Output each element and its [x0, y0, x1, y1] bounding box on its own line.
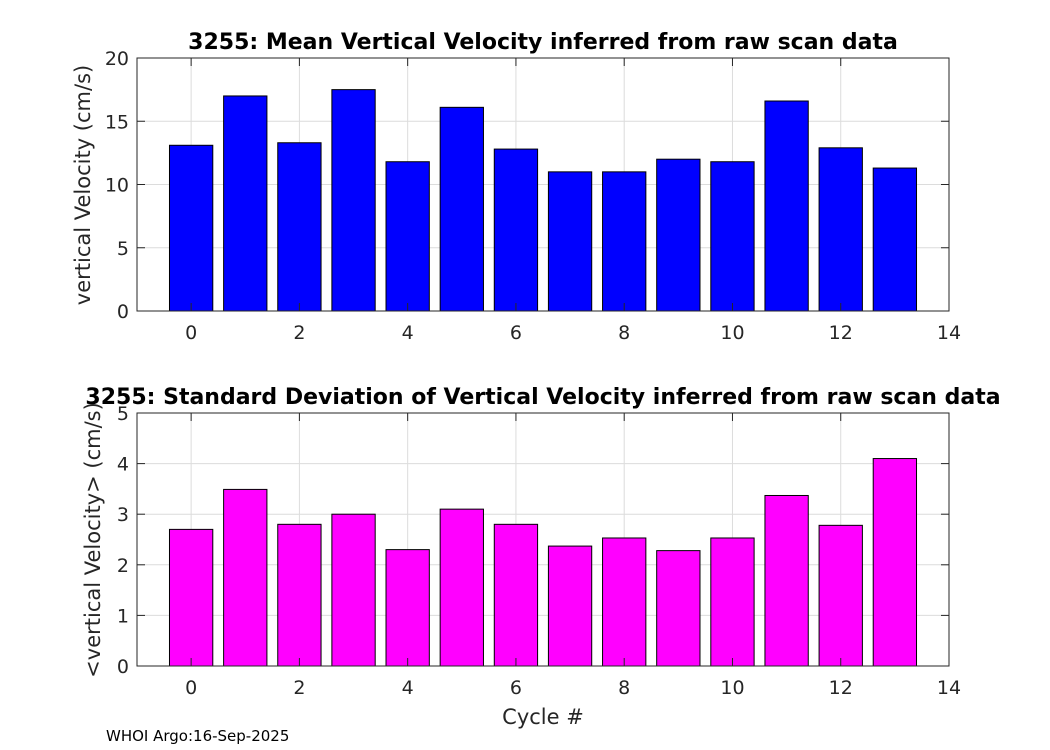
y-tick-label: 4	[117, 454, 129, 476]
x-tick-label: 4	[402, 322, 414, 344]
x-tick-label: 8	[618, 677, 630, 699]
bar-cycle-3	[331, 89, 376, 312]
bar-series	[168, 458, 918, 667]
bar-cycle-4	[385, 161, 430, 312]
y-tick-label: 2	[117, 555, 129, 577]
bar-cycle-0	[168, 144, 214, 312]
bar-cycle-2	[277, 523, 322, 667]
y-tick-label: 3	[117, 504, 129, 526]
bar-cycle-5	[439, 106, 484, 312]
bar-cycle-7	[547, 171, 593, 312]
bar-cycle-9	[656, 550, 701, 667]
std-velocity-chart: 3255: Standard Deviation of Vertical Vel…	[81, 385, 1001, 729]
y-tick-label: 0	[117, 656, 129, 678]
bar-cycle-7	[547, 545, 593, 667]
tick-marks	[137, 57, 950, 312]
bar-cycle-3	[331, 513, 376, 667]
x-tick-label: 2	[293, 322, 305, 344]
x-tick-label: 14	[937, 677, 961, 699]
bar-cycle-10	[710, 161, 755, 312]
y-tick-label: 0	[117, 301, 129, 323]
bar-cycle-9	[656, 158, 701, 312]
bar-cycle-10	[710, 537, 755, 667]
bar-cycle-6	[493, 148, 539, 312]
y-tick-label: 15	[105, 111, 129, 133]
x-tick-label: 12	[829, 322, 853, 344]
chart-title: 3255: Mean Vertical Velocity inferred fr…	[188, 30, 898, 55]
footer-credit: WHOI Argo:16-Sep-2025	[106, 727, 289, 745]
bar-cycle-6	[493, 523, 539, 667]
bar-cycle-8	[602, 537, 647, 667]
bar-cycle-13	[872, 458, 918, 667]
y-tick-label: 5	[117, 403, 129, 425]
x-tick-label: 0	[185, 322, 197, 344]
x-tick-label: 10	[720, 677, 744, 699]
bar-cycle-8	[602, 171, 647, 312]
chart-title: 3255: Standard Deviation of Vertical Vel…	[85, 385, 1000, 410]
x-tick-label: 6	[510, 677, 522, 699]
axes-box	[136, 412, 950, 667]
x-tick-label: 0	[185, 677, 197, 699]
y-tick-label: 1	[117, 605, 129, 627]
bar-cycle-0	[168, 528, 214, 667]
tick-labels: 0 2 4 6 8 10 12 14 0 5 10 15 20	[105, 48, 961, 344]
x-axis-label: Cycle #	[502, 705, 584, 729]
mean-velocity-chart: 3255: Mean Vertical Velocity inferred fr…	[71, 30, 961, 344]
x-tick-label: 6	[510, 322, 522, 344]
bar-cycle-1	[223, 95, 268, 312]
x-tick-label: 2	[293, 677, 305, 699]
y-tick-label: 5	[117, 238, 129, 260]
bar-cycle-2	[277, 142, 322, 312]
x-tick-label: 14	[937, 322, 961, 344]
x-tick-label: 10	[720, 322, 744, 344]
bar-cycle-12	[818, 524, 863, 667]
y-tick-label: 20	[105, 48, 129, 70]
y-axis-label: vertical Velocity (cm/s)	[71, 65, 95, 305]
bar-cycle-13	[872, 167, 918, 312]
bar-cycle-11	[764, 494, 809, 667]
x-tick-label: 12	[829, 677, 853, 699]
y-tick-label: 10	[105, 175, 129, 197]
tick-marks	[137, 412, 950, 667]
bar-series	[168, 89, 918, 312]
bar-cycle-5	[439, 508, 484, 667]
y-axis-label: <vertical Velocity> (cm/s)	[81, 402, 105, 678]
x-tick-label: 4	[402, 677, 414, 699]
x-tick-label: 8	[618, 322, 630, 344]
bar-cycle-11	[764, 100, 809, 312]
bar-cycle-1	[223, 488, 268, 667]
bar-cycle-4	[385, 549, 430, 667]
bar-cycle-12	[818, 147, 863, 312]
